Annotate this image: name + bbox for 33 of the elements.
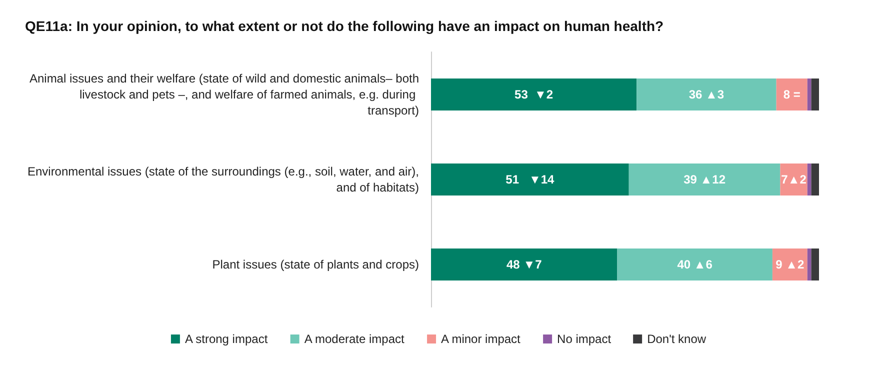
y-tick-label: Plant issues (state of plants and crops) — [212, 258, 419, 272]
bar — [617, 248, 772, 280]
legend-label: A minor impact — [441, 332, 522, 346]
data-label: 53 ▼2 — [514, 88, 554, 102]
bar — [772, 248, 808, 280]
bar — [431, 78, 637, 110]
bar — [431, 164, 629, 196]
data-label: 51 ▼14 — [506, 172, 555, 186]
y-tick-label: Environmental issues (state of the surroundings (e.g., soil, water, and air), and of habitats) — [27, 164, 419, 194]
data-label: 9 ▲2 — [776, 258, 805, 272]
legend-label: No impact — [557, 332, 612, 346]
data-label: 48 ▼7 — [506, 258, 542, 272]
bar — [807, 248, 812, 280]
bar — [776, 78, 808, 110]
data-label: 8 = — [783, 88, 800, 102]
data-label: 40 ▲6 — [677, 258, 713, 272]
bar — [811, 164, 819, 196]
data-label: 36 ▲3 — [688, 88, 724, 102]
legend-label: A strong impact — [184, 332, 268, 346]
bar — [807, 164, 812, 196]
data-label: 39 ▲12 — [684, 172, 726, 186]
bar — [636, 78, 776, 110]
bar — [811, 78, 819, 110]
bar — [807, 78, 812, 110]
bar — [628, 164, 780, 196]
y-tick-label: Animal issues and their welfare (state of wild and domestic animals– both livestock and pets –, and welfare of farmed animals, e.g. during transport) — [29, 72, 419, 118]
bar — [811, 248, 819, 280]
legend-label: Don't know — [647, 332, 706, 346]
legend-label: A moderate impact — [304, 332, 406, 346]
bar — [780, 164, 808, 196]
data-label: 7▲2 — [781, 172, 807, 186]
chart-title: QE11a: In your opinion, to what extent or not do the following have an impact on human health? — [25, 18, 664, 34]
bar — [431, 248, 618, 280]
